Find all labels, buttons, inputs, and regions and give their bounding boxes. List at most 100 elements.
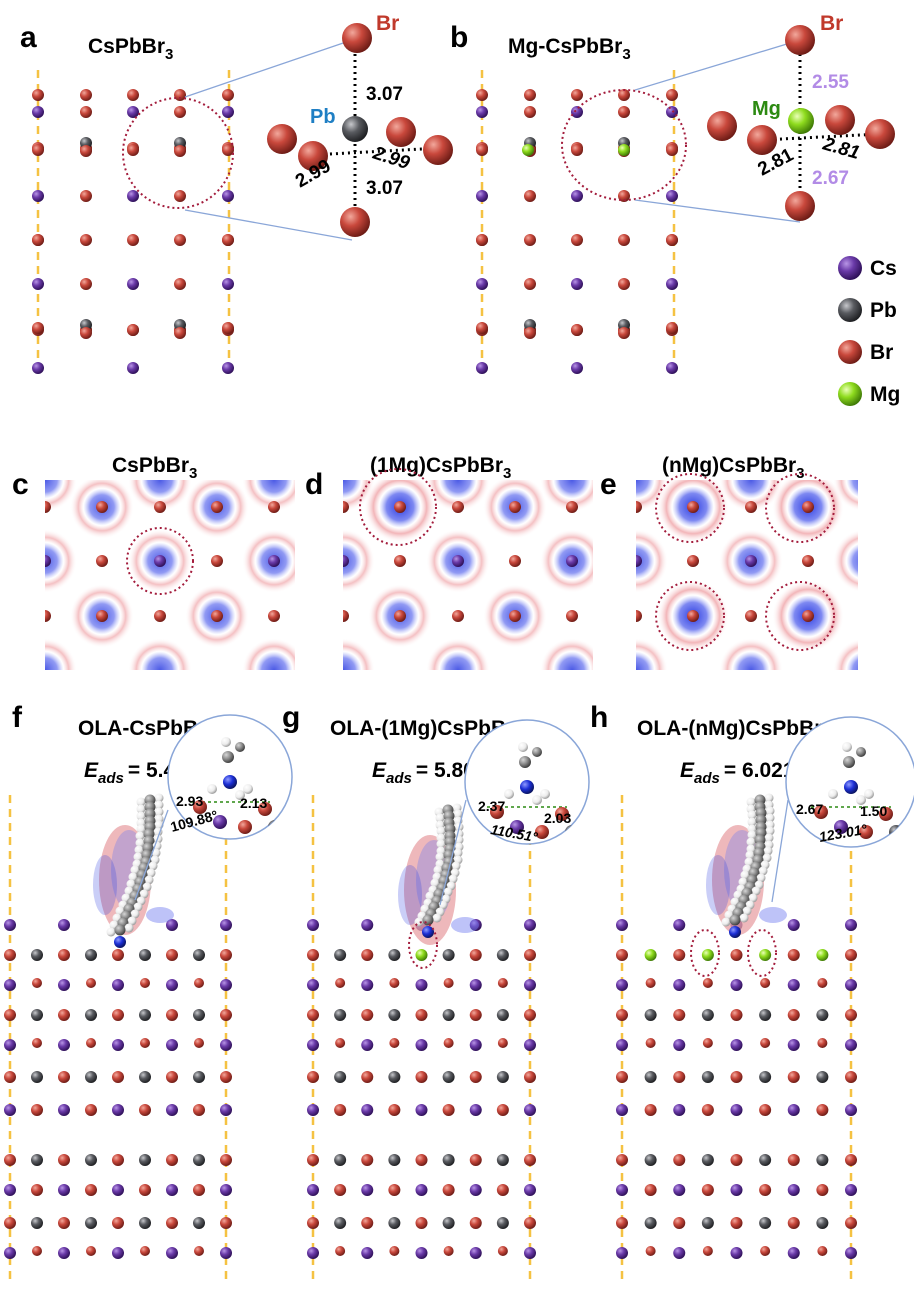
h-atom [435, 813, 445, 823]
br-atom [759, 1184, 772, 1196]
br-atom [666, 89, 678, 101]
br-atom [616, 1154, 628, 1166]
br-atom [785, 191, 815, 221]
cs-atom [220, 1247, 232, 1259]
br-atom [389, 1246, 400, 1256]
c-atom [114, 924, 126, 936]
cs-atom [476, 106, 488, 118]
inset-g: 2.37 2.03 110.51° [439, 719, 590, 906]
br-atom [859, 610, 871, 622]
h-atom [207, 784, 217, 794]
br-atom [127, 89, 139, 101]
pb-atom [139, 1154, 151, 1166]
slab-f [4, 919, 232, 1259]
br-atom [32, 144, 44, 156]
br-atom [222, 322, 234, 334]
pb-atom [816, 1009, 829, 1021]
cs-atom [616, 979, 628, 991]
h-atom [453, 848, 463, 858]
br-atom [845, 1154, 857, 1166]
br-atom [509, 501, 521, 513]
br-atom [702, 978, 713, 988]
cs-atom [112, 1039, 124, 1051]
br-atom [644, 1184, 657, 1196]
cs-atom [673, 979, 686, 991]
br-atom [386, 117, 416, 147]
cs-atom [616, 1039, 628, 1051]
br-atom [220, 949, 232, 961]
cs-atom [524, 919, 536, 931]
highlight-circle [747, 929, 777, 977]
br-atom [666, 144, 678, 156]
cs-atom [845, 919, 857, 931]
br-atom [32, 1246, 42, 1256]
h-atom [133, 902, 143, 912]
br-atom [524, 89, 536, 101]
panel-title-b: Mg-CsPbBr3 [508, 35, 631, 63]
cs-atom [127, 190, 139, 202]
br-atom [509, 610, 521, 622]
slab-h [616, 919, 857, 1259]
highlight-circle [655, 581, 725, 651]
cs-atom [166, 919, 178, 931]
panel-label-e: e [600, 468, 617, 501]
pb-atom [759, 1009, 772, 1021]
br-atom [730, 949, 743, 961]
cs-atom [673, 1039, 686, 1051]
cs-atom [571, 278, 583, 290]
cs-atom [4, 1184, 16, 1196]
ola-molecule-f [93, 793, 174, 948]
panel-f: f OLA-CsPbBr3 Eads= 5.457 eV 2.93 2.13 1… [4, 701, 293, 1280]
cs-atom [415, 1247, 428, 1259]
h-atom [235, 790, 245, 800]
cs-atom [154, 555, 166, 567]
element-label-br: Br [376, 12, 399, 35]
br-atom [443, 978, 454, 988]
br-atom [845, 1071, 857, 1083]
cs-atom [222, 362, 234, 374]
pb-atom [342, 116, 368, 142]
cs-atom [469, 1104, 482, 1116]
cs-atom [673, 919, 686, 931]
inset-distance-2: 2.13 [240, 795, 267, 811]
h-atom [758, 866, 768, 876]
br-atom [58, 1071, 70, 1083]
br-atom [4, 949, 16, 961]
n-atom [729, 926, 741, 938]
h-atom [436, 826, 446, 836]
br-atom [687, 555, 699, 567]
pb-atom [701, 1154, 714, 1166]
br-atom [361, 1071, 374, 1083]
cs-atom [838, 256, 862, 280]
pb-atom [701, 1071, 714, 1083]
br-atom [524, 106, 536, 118]
h-atom [532, 795, 542, 805]
inset-h: 2.67 1.50 123.01° [771, 716, 914, 903]
br-atom [58, 1154, 70, 1166]
br-atom [476, 144, 488, 156]
cs-atom [307, 1247, 319, 1259]
legend-label: Pb [870, 299, 897, 322]
h-atom [504, 789, 514, 799]
cs-atom [112, 1247, 124, 1259]
cs-atom [32, 190, 44, 202]
highlight-circle [359, 468, 437, 546]
br-atom [112, 1154, 124, 1166]
cs-atom [673, 1184, 686, 1196]
n-atom [844, 780, 858, 794]
cs-atom [220, 1104, 232, 1116]
pb-atom [701, 1217, 714, 1229]
cs-atom [166, 979, 178, 991]
br-atom [423, 135, 453, 165]
highlight-circle [561, 89, 687, 201]
cs-atom [524, 1184, 536, 1196]
br-atom [571, 234, 583, 246]
element-label-pb: Pb [310, 106, 336, 128]
cs-atom [616, 1247, 628, 1259]
n-atom [520, 780, 534, 794]
cs-atom [58, 1039, 70, 1051]
br-atom [80, 190, 92, 202]
ola-molecule-h [706, 793, 787, 938]
br-atom [825, 105, 855, 135]
